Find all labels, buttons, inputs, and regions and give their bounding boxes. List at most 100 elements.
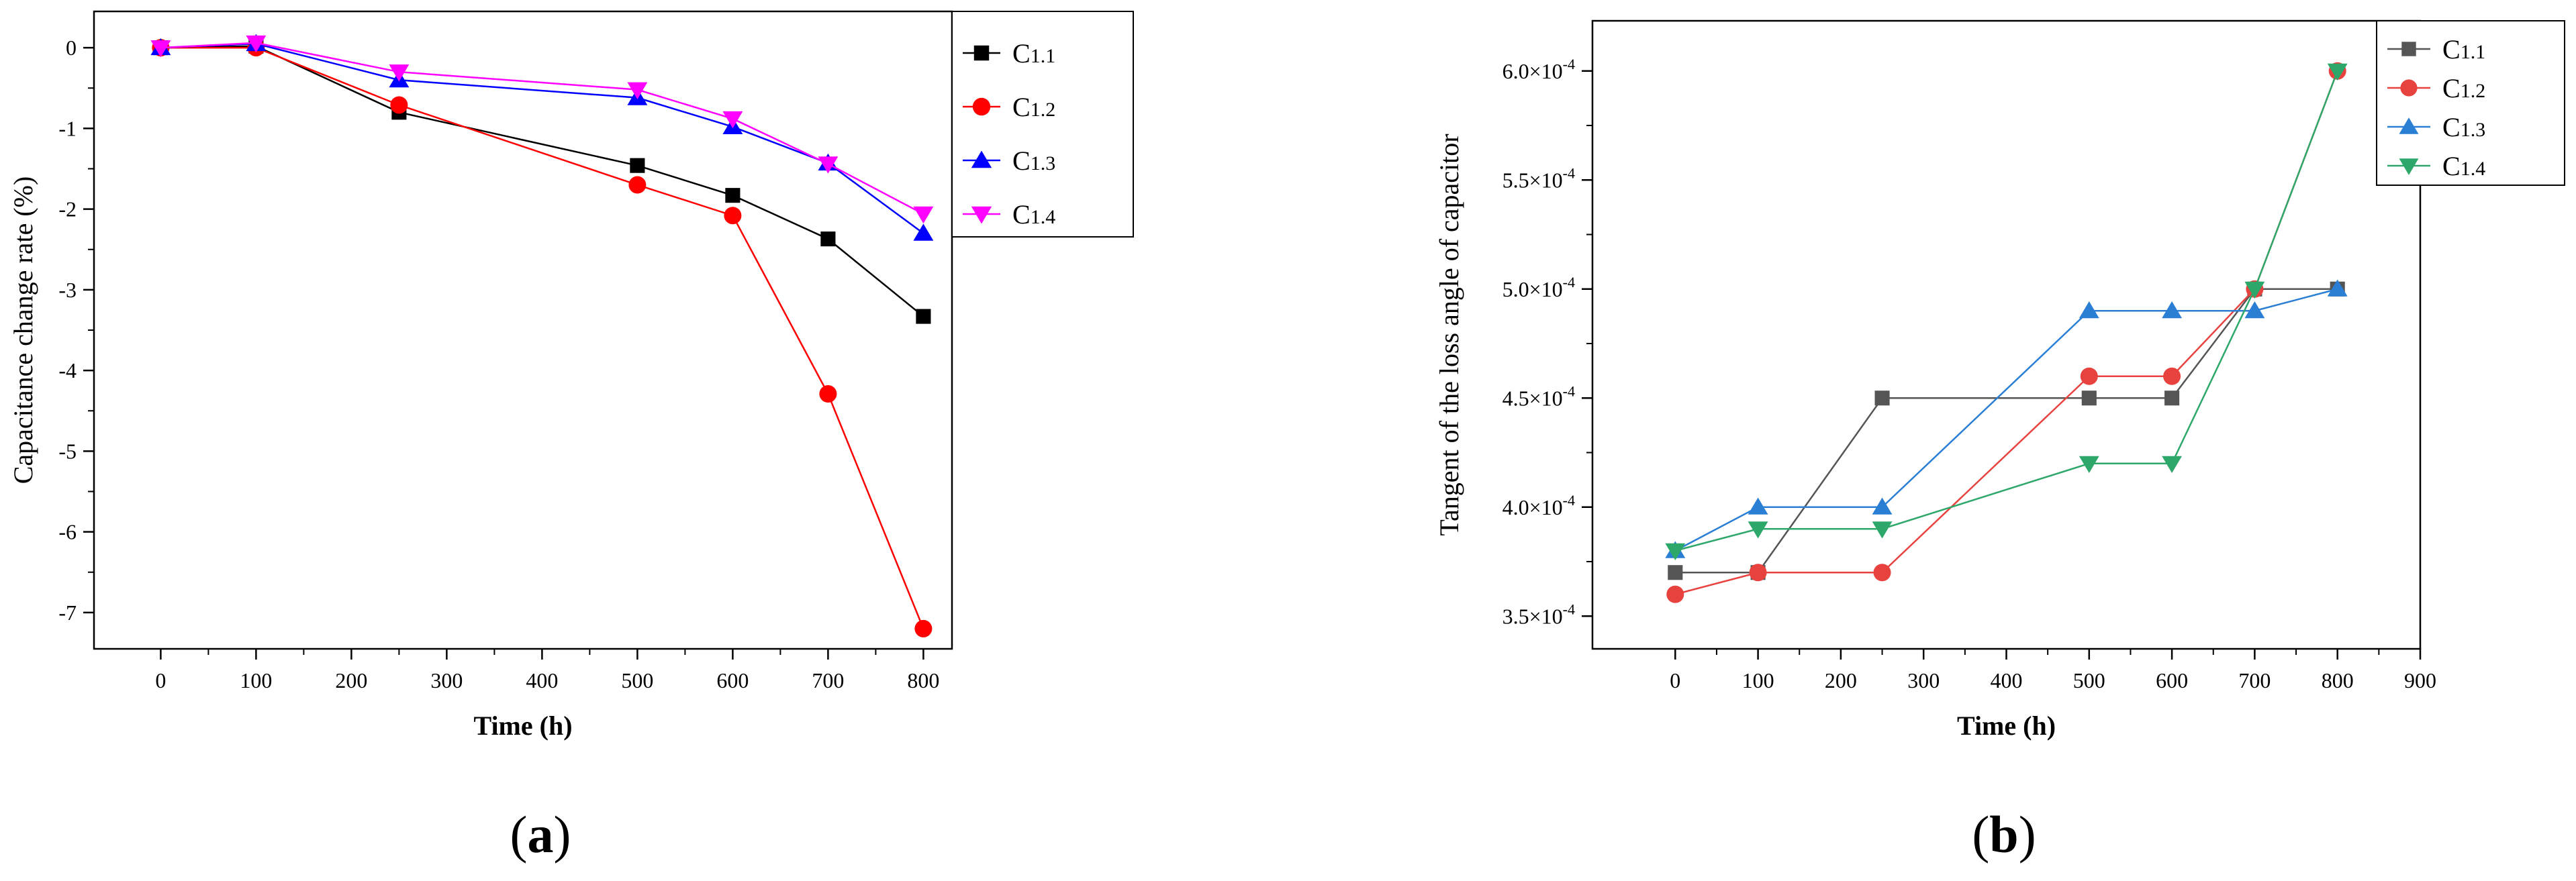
- legend-marker: [973, 45, 990, 61]
- data-point: [820, 231, 836, 247]
- y-tick-mantissa: 6.0: [1502, 59, 1529, 83]
- data-point: [630, 158, 645, 173]
- legend-label-sub: 1.3: [1031, 152, 1056, 174]
- legend-marker: [971, 206, 992, 224]
- legend-item: C1.4: [2387, 151, 2485, 181]
- y-tick-mantissa: 5.0: [1502, 277, 1529, 301]
- legend-label-sub: 1.4: [2461, 158, 2486, 180]
- data-point: [1748, 497, 1768, 515]
- series-line: [1675, 288, 2338, 574]
- data-point: [389, 64, 410, 82]
- data-point: [246, 35, 267, 53]
- data-point: [2081, 391, 2097, 406]
- data-point: [150, 40, 171, 58]
- legend-label-sub: 1.4: [1031, 206, 1056, 228]
- data-point: [2079, 456, 2099, 474]
- series-1-2: [152, 39, 933, 637]
- legend-item: C1.3: [2387, 112, 2485, 142]
- legend-marker: [2399, 117, 2419, 134]
- x-tick-label: 400: [526, 668, 558, 692]
- series-line: [160, 42, 924, 215]
- data-point: [913, 223, 934, 241]
- series-1-3: [1665, 279, 2348, 558]
- legend-label: C1.4: [1012, 199, 1055, 229]
- x-axis-label: Time (h): [1957, 711, 2056, 741]
- legend-marker: [971, 150, 992, 168]
- legend-item: C1.3: [963, 146, 1055, 176]
- data-point: [2080, 367, 2098, 385]
- data-point: [724, 207, 742, 225]
- y-tick-exponent: -4: [1563, 274, 1575, 291]
- plot-frame: [93, 10, 953, 650]
- series-1-4: [1665, 63, 2348, 561]
- data-point: [1749, 564, 1767, 582]
- y-tick-mantissa: 4.5: [1502, 386, 1529, 410]
- series-line: [160, 45, 924, 317]
- data-point: [914, 619, 933, 637]
- y-tick-label: 4.5×10-4: [1502, 382, 1575, 410]
- legend-label-main: C: [2442, 73, 2461, 103]
- legend-item: C1.1: [2387, 34, 2485, 64]
- x-tick-label: 0: [1670, 668, 1680, 692]
- chart-a: 0 100 200 300 400 500 600 700 800 0 -1 -2 -3 -4 -5 -6 -7…: [8, 10, 1134, 741]
- data-point: [2162, 301, 2183, 319]
- y-tick-times: ×10: [1529, 277, 1563, 301]
- data-point: [2162, 456, 2183, 474]
- data-point: [628, 176, 647, 194]
- legend-item: C1.2: [2387, 73, 2485, 103]
- data-point: [2327, 279, 2348, 297]
- panel-label-a: (a): [510, 805, 571, 864]
- y-axis-label: Capacitance change rate (%): [8, 176, 38, 484]
- data-point: [1873, 564, 1891, 582]
- y-tick-times: ×10: [1529, 59, 1563, 83]
- data-point: [2327, 63, 2348, 81]
- legend-label-main: C: [2442, 34, 2461, 64]
- y-axis-label: Tangent of the loss angle of capacitor: [1434, 134, 1464, 535]
- x-tick-label: 600: [716, 668, 749, 692]
- data-point: [1872, 497, 1893, 515]
- legend-label: C1.3: [2442, 112, 2485, 142]
- data-point: [1748, 521, 1768, 539]
- legend-label-sub: 1.2: [2461, 80, 2486, 102]
- series-1-1: [1668, 281, 2345, 580]
- series-1-4: [150, 35, 934, 224]
- legend-item: C1.2: [963, 92, 1055, 122]
- data-point: [2163, 367, 2181, 385]
- legend-label-main: C: [1012, 199, 1031, 229]
- legend-label-sub: 1.1: [2461, 41, 2486, 63]
- series-1-3: [150, 34, 934, 241]
- legend-label-sub: 1.1: [1031, 45, 1056, 67]
- data-point: [916, 309, 931, 324]
- legend-label: C1.1: [2442, 34, 2485, 64]
- legend-marker: [2400, 79, 2418, 97]
- data-point: [819, 385, 837, 403]
- plot-frame: [1591, 19, 2422, 650]
- legend-label-main: C: [1012, 38, 1031, 68]
- y-tick-label: 0: [66, 36, 77, 60]
- y-tick-label: 3.5×10-4: [1502, 601, 1575, 628]
- y-tick-mantissa: 5.5: [1502, 168, 1529, 192]
- data-point: [1874, 391, 1890, 406]
- y-tick-label: 5.0×10-4: [1502, 274, 1575, 301]
- y-tick-exponent: -4: [1563, 56, 1575, 72]
- y-tick-times: ×10: [1529, 386, 1563, 410]
- panel-label-b: (b): [1972, 805, 2036, 864]
- y-tick-times: ×10: [1529, 168, 1563, 192]
- y-tick-label: -4: [58, 358, 77, 382]
- y-tick-label: -5: [58, 439, 77, 463]
- x-tick-label: 400: [1991, 668, 2023, 692]
- x-tick-label: 0: [155, 668, 166, 692]
- data-point: [725, 188, 741, 203]
- x-tick-label: 600: [2156, 668, 2188, 692]
- legend-label: C1.1: [1012, 38, 1055, 68]
- x-tick-label: 500: [621, 668, 653, 692]
- x-tick-label: 300: [430, 668, 463, 692]
- y-tick-mantissa: 3.5: [1502, 604, 1529, 628]
- data-point: [1665, 543, 1686, 561]
- data-point: [818, 156, 839, 174]
- y-tick-label: -7: [58, 601, 77, 625]
- data-point: [1666, 585, 1684, 603]
- data-point: [2244, 281, 2265, 299]
- data-point: [1668, 565, 1683, 580]
